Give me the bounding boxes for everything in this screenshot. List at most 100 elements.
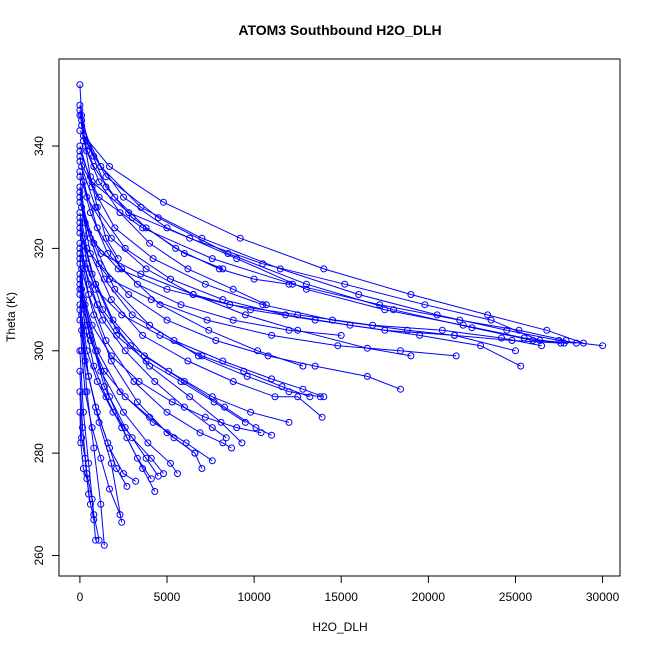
data-point	[369, 321, 377, 329]
data-point	[128, 311, 136, 319]
data-point	[137, 270, 145, 278]
data-point	[165, 367, 173, 375]
data-point	[320, 265, 328, 273]
data-point	[76, 250, 84, 257]
data-point	[86, 500, 94, 508]
data-point	[139, 331, 147, 339]
data-point	[163, 316, 171, 324]
data-point	[147, 454, 155, 462]
x-tick-label: 5000	[154, 590, 181, 604]
data-point	[139, 224, 147, 232]
data-point	[81, 357, 89, 365]
data-point	[285, 388, 293, 396]
data-point	[100, 541, 108, 549]
data-point	[100, 275, 108, 283]
data-point	[184, 265, 192, 273]
y-tick-label: 320	[32, 238, 46, 258]
data-point	[120, 408, 127, 416]
data-point	[289, 280, 296, 288]
profile-line	[79, 294, 128, 487]
x-axis-label: H2O_DLH	[312, 620, 367, 634]
data-point	[76, 255, 84, 263]
data-point	[320, 393, 328, 401]
data-point	[278, 383, 286, 391]
data-point	[102, 337, 110, 344]
data-point	[92, 347, 100, 355]
data-point	[517, 362, 525, 370]
data-point	[109, 408, 117, 416]
data-point	[79, 301, 87, 309]
data-point	[219, 265, 227, 273]
data-point	[78, 434, 86, 442]
data-point	[160, 198, 167, 206]
data-point	[76, 193, 84, 201]
profile-line	[79, 130, 584, 344]
data-point	[186, 393, 194, 401]
data-point	[79, 331, 87, 339]
data-point	[76, 152, 84, 160]
data-point	[86, 331, 94, 339]
data-point	[118, 311, 126, 319]
data-point	[137, 203, 145, 211]
data-point	[151, 488, 159, 495]
data-point	[106, 275, 113, 283]
data-point	[149, 255, 157, 263]
data-point	[106, 163, 113, 170]
data-point	[341, 280, 349, 288]
data-point	[90, 516, 98, 524]
data-point	[163, 429, 171, 437]
data-point	[76, 388, 84, 396]
data-point	[104, 439, 112, 447]
data-point	[135, 378, 143, 385]
profile-line	[79, 222, 311, 398]
data-point	[451, 331, 458, 339]
data-point	[85, 372, 93, 380]
data-point	[76, 260, 84, 268]
data-point	[88, 178, 96, 186]
profile-line	[79, 243, 227, 439]
data-point	[95, 260, 103, 268]
data-point	[221, 403, 228, 411]
data-point	[85, 291, 93, 298]
data-point	[203, 316, 211, 324]
data-point	[104, 250, 112, 257]
y-axis: 260 280 300 320 340	[32, 136, 59, 566]
profile-line	[82, 299, 156, 492]
data-point	[79, 178, 87, 186]
data-point	[93, 224, 101, 232]
x-tick-label: 10000	[237, 590, 271, 604]
data-point	[302, 285, 310, 293]
data-point	[116, 388, 124, 396]
data-point	[515, 326, 523, 334]
data-point	[381, 326, 389, 334]
data-point	[93, 408, 101, 416]
data-point	[233, 424, 241, 432]
data-point	[146, 239, 154, 247]
data-point	[198, 465, 206, 472]
data-point	[79, 424, 86, 432]
data-point	[334, 342, 342, 350]
data-point	[76, 229, 84, 237]
data-point	[92, 280, 100, 288]
data-point	[78, 116, 86, 124]
data-point	[97, 250, 105, 257]
data-point	[118, 518, 126, 526]
data-point	[102, 173, 110, 181]
profile-line	[79, 115, 565, 344]
data-point	[299, 362, 307, 370]
x-tick-label: 0	[77, 590, 84, 604]
data-point	[198, 234, 206, 242]
data-point	[81, 388, 89, 396]
data-point	[88, 321, 96, 329]
profile-line	[81, 330, 105, 546]
data-point	[268, 431, 276, 439]
data-point	[113, 465, 120, 472]
data-point	[139, 465, 147, 472]
data-point	[142, 265, 150, 273]
data-point	[306, 393, 314, 401]
data-point	[146, 321, 154, 329]
data-point	[111, 224, 119, 232]
data-point	[125, 291, 133, 298]
data-point	[95, 178, 103, 186]
data-point	[116, 209, 124, 217]
